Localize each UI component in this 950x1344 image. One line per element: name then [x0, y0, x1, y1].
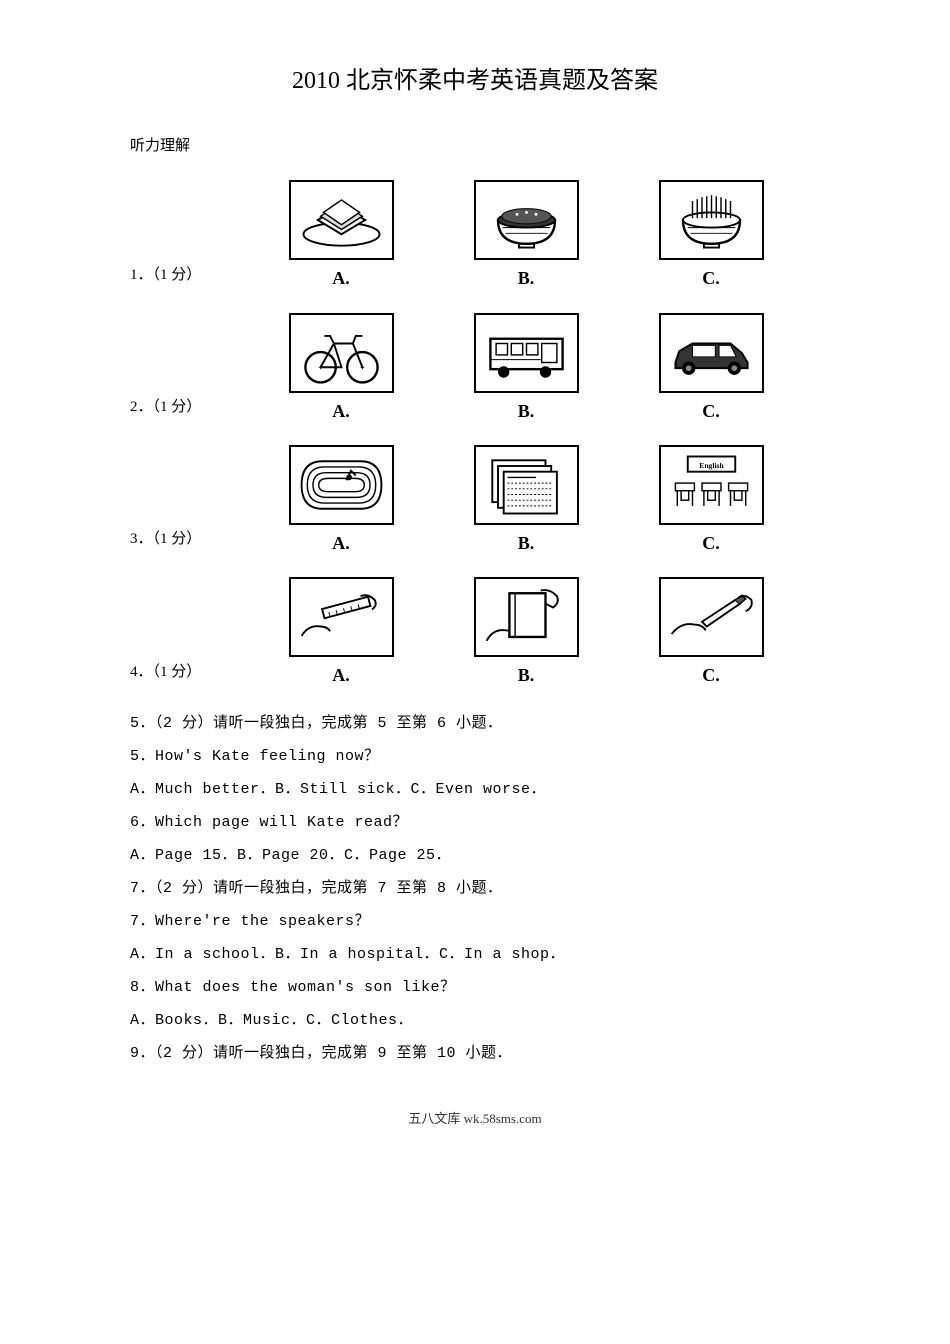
choice-4a: A.	[289, 577, 394, 691]
question-3-choices: A. B.	[232, 445, 820, 559]
hand-pen-icon	[659, 577, 764, 657]
sandwich-plate-icon	[289, 180, 394, 260]
text-line-0: 5．（2 分）请听一段独白，完成第 5 至第 6 小题．	[130, 710, 820, 737]
choice-2b: B.	[474, 313, 579, 427]
text-line-3: 6．Which page will Kate read？	[130, 809, 820, 836]
choice-3b-letter: B.	[518, 527, 535, 559]
text-line-1: 5．How's Kate feeling now？	[130, 743, 820, 770]
question-3: 3．（1 分） A.	[130, 445, 820, 559]
choice-3b: B.	[474, 445, 579, 559]
choice-1b: B.	[474, 180, 579, 294]
newspapers-icon	[474, 445, 579, 525]
choice-2a-letter: A.	[332, 395, 350, 427]
svg-text:English: English	[699, 461, 724, 470]
choice-3c-letter: C.	[702, 527, 720, 559]
text-line-10: 9．（2 分）请听一段独白，完成第 9 至第 10 小题．	[130, 1040, 820, 1067]
text-line-5: 7．（2 分）请听一段独白，完成第 7 至第 8 小题．	[130, 875, 820, 902]
choice-3a-letter: A.	[332, 527, 350, 559]
question-4-choices: A. B. C.	[232, 577, 820, 691]
page-footer: 五八文库 wk.58sms.com	[130, 1107, 820, 1130]
question-1: 1．（1 分） A.	[130, 180, 820, 294]
choice-1a-letter: A.	[332, 262, 350, 294]
text-line-2: A．Much better．B．Still sick．C．Even worse．	[130, 776, 820, 803]
text-questions: 5．（2 分）请听一段独白，完成第 5 至第 6 小题． 5．How's Kat…	[130, 710, 820, 1067]
choice-1c-letter: C.	[702, 262, 720, 294]
question-3-label: 3．（1 分）	[130, 526, 222, 559]
question-2-label: 2．（1 分）	[130, 394, 222, 427]
noodle-bowl-icon	[659, 180, 764, 260]
choice-3a: A.	[289, 445, 394, 559]
choice-4c-letter: C.	[702, 659, 720, 691]
choice-4a-letter: A.	[332, 659, 350, 691]
question-1-label: 1．（1 分）	[130, 262, 222, 295]
choice-2c: C.	[659, 313, 764, 427]
page-title: 2010 北京怀柔中考英语真题及答案	[130, 60, 820, 103]
text-line-8: 8．What does the woman's son like？	[130, 974, 820, 1001]
rice-bowl-icon	[474, 180, 579, 260]
choice-2b-letter: B.	[518, 395, 535, 427]
choice-4b-letter: B.	[518, 659, 535, 691]
bicycle-icon	[289, 313, 394, 393]
choice-1b-letter: B.	[518, 262, 535, 294]
text-line-4: A．Page 15．B．Page 20．C．Page 25．	[130, 842, 820, 869]
section-heading: 听力理解	[130, 133, 820, 160]
english-classroom-icon: English	[659, 445, 764, 525]
hand-ruler-icon	[289, 577, 394, 657]
hand-notebook-icon	[474, 577, 579, 657]
question-2: 2．（1 分） A.	[130, 313, 820, 427]
text-line-6: 7．Where're the speakers？	[130, 908, 820, 935]
choice-4b: B.	[474, 577, 579, 691]
track-field-icon	[289, 445, 394, 525]
question-1-choices: A. B.	[232, 180, 820, 294]
car-icon	[659, 313, 764, 393]
choice-2c-letter: C.	[702, 395, 720, 427]
bus-icon	[474, 313, 579, 393]
choice-3c: English	[659, 445, 764, 559]
choice-4c: C.	[659, 577, 764, 691]
choice-1a: A.	[289, 180, 394, 294]
text-line-9: A．Books．B．Music．C．Clothes．	[130, 1007, 820, 1034]
text-line-7: A．In a school．B．In a hospital．C．In a sho…	[130, 941, 820, 968]
question-4-label: 4．（1 分）	[130, 659, 222, 692]
choice-1c: C.	[659, 180, 764, 294]
question-4: 4．（1 分） A.	[130, 577, 820, 691]
question-2-choices: A. B.	[232, 313, 820, 427]
choice-2a: A.	[289, 313, 394, 427]
